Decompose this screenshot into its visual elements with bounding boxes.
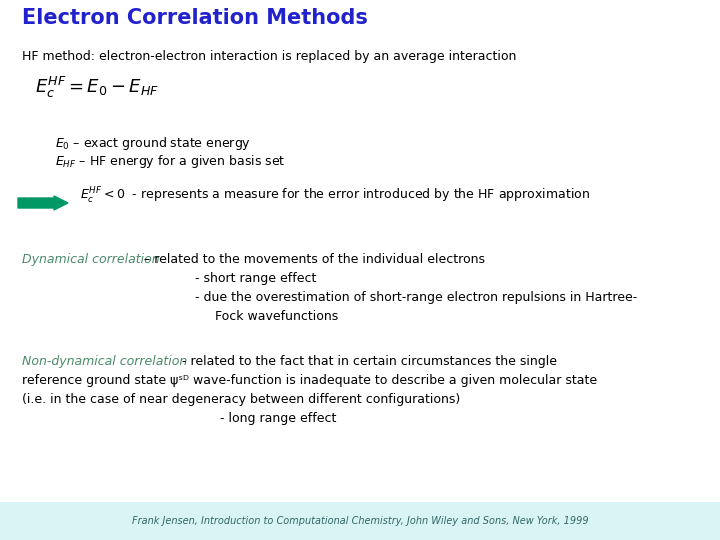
Text: (i.e. in the case of near degeneracy between different configurations): (i.e. in the case of near degeneracy bet… [22, 393, 460, 406]
Text: - related to the fact that in certain circumstances the single: - related to the fact that in certain ci… [170, 355, 557, 368]
Text: - due the overestimation of short-range electron repulsions in Hartree-: - due the overestimation of short-range … [195, 291, 637, 304]
Bar [0, 502, 720, 540]
FancyArrow shape [18, 196, 68, 210]
Text: - long range effect: - long range effect [220, 412, 336, 425]
Text: – related to the movements of the individual electrons: – related to the movements of the indivi… [140, 253, 485, 266]
Text: $E_0$ – exact ground state energy: $E_0$ – exact ground state energy [55, 135, 251, 152]
Text: Dynamical correlation: Dynamical correlation [22, 253, 160, 266]
Text: Frank Jensen, Introduction to Computational Chemistry, John Wiley and Sons, New : Frank Jensen, Introduction to Computatio… [132, 516, 588, 526]
Text: HF method: electron-electron interaction is replaced by an average interaction: HF method: electron-electron interaction… [22, 50, 516, 63]
Text: Non-dynamical correlation: Non-dynamical correlation [22, 355, 187, 368]
Text: $E_c^{HF} < 0$  - represents a measure for the error introduced by the HF approx: $E_c^{HF} < 0$ - represents a measure fo… [80, 186, 590, 206]
Text: reference ground state ψˢᴰ wave-function is inadequate to describe a given molec: reference ground state ψˢᴰ wave-function… [22, 374, 597, 387]
Text: Fock wavefunctions: Fock wavefunctions [215, 310, 338, 323]
Text: - short range effect: - short range effect [195, 272, 316, 285]
Text: $E_{HF}$ – HF energy for a given basis set: $E_{HF}$ – HF energy for a given basis s… [55, 153, 285, 170]
Text: $E_c^{HF} = E_0 - E_{HF}$: $E_c^{HF} = E_0 - E_{HF}$ [35, 75, 159, 100]
Text: Electron Correlation Methods: Electron Correlation Methods [22, 8, 368, 28]
